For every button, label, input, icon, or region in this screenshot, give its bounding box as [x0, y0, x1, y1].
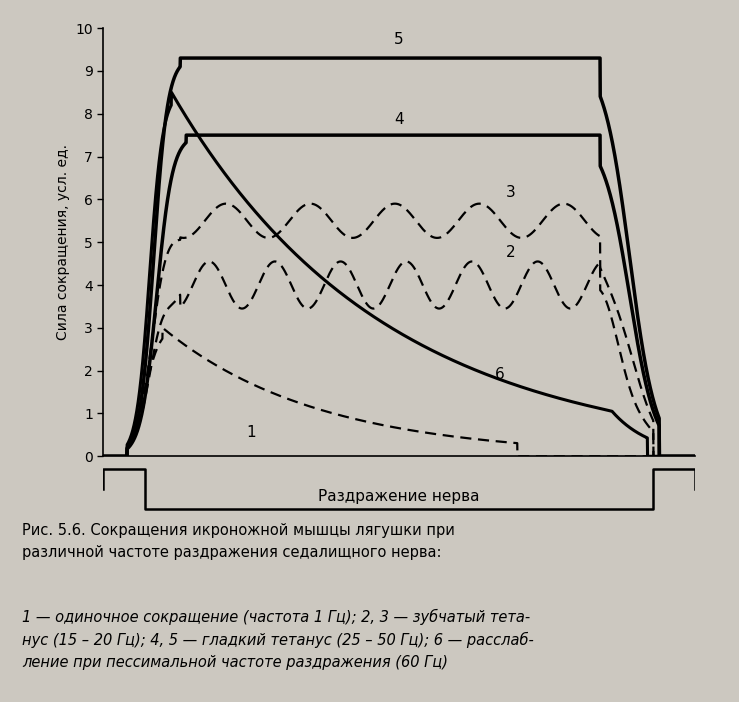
Y-axis label: Сила сокращения, усл. ед.: Сила сокращения, усл. ед.: [56, 144, 70, 340]
Text: Рис. 5.6. Сокращения икроножной мышцы лягушки при
различной частоте раздражения : Рис. 5.6. Сокращения икроножной мышцы ля…: [22, 523, 455, 559]
Text: 1 — одиночное сокращение (частота 1 Гц); 2, 3 — зубчатый тета-
нус (15 – 20 Гц);: 1 — одиночное сокращение (частота 1 Гц);…: [22, 609, 534, 670]
Text: 3: 3: [505, 185, 515, 201]
Text: 5: 5: [394, 32, 404, 47]
Text: 1: 1: [246, 425, 256, 440]
Text: 2: 2: [505, 246, 515, 260]
Text: Раздражение нерва: Раздражение нерва: [319, 489, 480, 504]
Text: 4: 4: [394, 112, 404, 126]
Text: 6: 6: [494, 367, 505, 383]
